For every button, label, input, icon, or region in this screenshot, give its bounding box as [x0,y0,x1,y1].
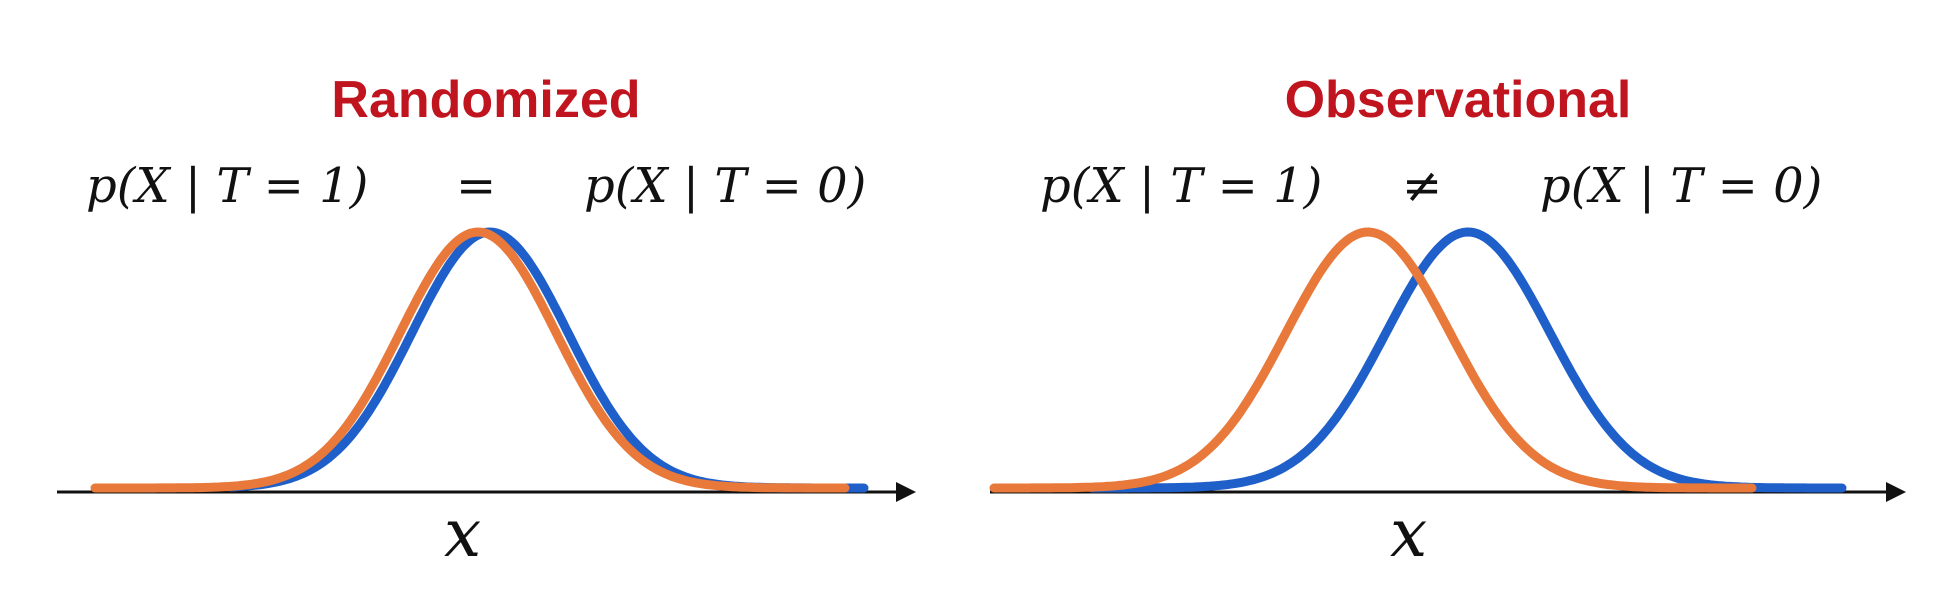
relation-symbol: ≠ [1402,158,1443,214]
observational-density-plot [989,227,1906,502]
rhs-distribution-label: p(X | T = 0) [1540,158,1823,214]
rhs-distribution-label: p(X | T = 0) [584,158,867,214]
control-density-curve [989,227,1757,493]
observational-panel: Observational p(X | T = 1) ≠ p(X | T = 0… [972,0,1944,616]
randomized-density-plot [57,227,916,502]
x-axis-label: x [444,495,482,572]
relation-symbol: = [456,158,497,214]
panel-title: Randomized [331,71,641,129]
panel-title: Observational [1284,71,1632,129]
randomized-panel: Randomized p(X | T = 1) = p(X | T = 0) x [57,71,916,572]
lhs-distribution-label: p(X | T = 1) [86,158,369,214]
x-axis-label: x [1390,495,1428,572]
lhs-distribution-label: p(X | T = 1) [1040,158,1323,214]
x-axis-arrow [896,482,916,502]
x-axis-arrow [1886,482,1906,502]
control-density-curve [90,227,850,493]
